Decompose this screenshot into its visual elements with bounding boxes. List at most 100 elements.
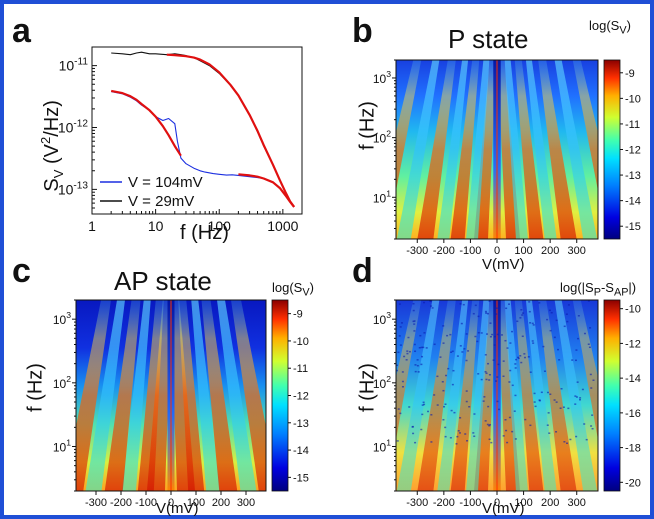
noise-speck <box>456 355 459 357</box>
heatmap-stripe <box>137 300 164 491</box>
noise-speck <box>397 351 400 354</box>
noise-speck <box>477 315 480 318</box>
noise-speck <box>442 325 445 327</box>
colorbar-tick-label: -9 <box>293 309 303 321</box>
panel-d-colorbar-label: log(|SP-SAP|) <box>560 280 636 299</box>
noise-speck <box>515 358 518 361</box>
noise-speck <box>579 398 582 401</box>
heatmap-stripe <box>437 300 469 491</box>
heatmap-stripe <box>417 60 456 239</box>
noise-speck <box>452 369 455 372</box>
noise-speck <box>509 369 512 372</box>
noise-speck <box>472 432 475 434</box>
noise-speck <box>463 348 466 350</box>
heatmap-stripe <box>396 60 422 191</box>
noise-speck <box>483 396 486 398</box>
y-tick-label: 103 <box>373 310 391 327</box>
x-tick-label: 200 <box>541 497 559 509</box>
noise-speck <box>571 359 574 361</box>
noise-speck <box>427 410 430 413</box>
x-tick-label: 300 <box>568 245 586 257</box>
noise-speck <box>411 426 414 428</box>
colorbar-tick-label: -11 <box>293 363 308 375</box>
heatmap-stripe <box>201 300 238 491</box>
noise-speck <box>511 384 514 387</box>
noise-speck <box>576 381 579 383</box>
noise-speck <box>408 406 411 408</box>
fit-curve <box>166 53 295 208</box>
noise-speck <box>514 438 517 440</box>
cb-c-end: ) <box>309 280 314 295</box>
noise-speck <box>558 359 561 361</box>
legend-entry: V = 29mV <box>128 193 194 210</box>
noise-speck <box>508 416 511 419</box>
noise-speck <box>505 307 508 310</box>
noise-speck <box>504 419 507 421</box>
noise-speck <box>414 370 417 373</box>
noise-speck <box>520 309 523 311</box>
noise-speck <box>590 425 593 427</box>
noise-speck <box>549 393 552 396</box>
noise-speck <box>506 347 509 349</box>
fit-curve <box>238 173 295 208</box>
noise-speck <box>533 401 536 403</box>
noise-speck <box>414 350 417 353</box>
noise-speck <box>560 387 563 390</box>
noise-speck <box>502 435 505 437</box>
noise-speck <box>496 333 499 336</box>
noise-speck <box>485 312 488 314</box>
noise-speck <box>416 359 419 361</box>
noise-speck <box>547 412 550 414</box>
noise-speck <box>458 432 461 434</box>
noise-speck <box>567 407 570 410</box>
noise-speck <box>502 360 505 362</box>
noise-speck <box>523 356 526 359</box>
noise-speck <box>502 375 505 378</box>
heatmap-stripe <box>437 60 469 239</box>
noise-speck <box>587 300 590 302</box>
noise-speck <box>488 424 491 427</box>
noise-speck <box>449 333 452 336</box>
noise-speck <box>412 303 415 305</box>
noise-speck <box>493 344 496 346</box>
noise-speck <box>396 369 399 372</box>
noise-speck <box>527 356 530 358</box>
panel-letter-a: a <box>12 12 31 50</box>
heatmap-stripe <box>104 300 141 491</box>
noise-speck <box>487 362 490 365</box>
noise-speck <box>529 322 532 324</box>
noise-speck <box>465 333 468 335</box>
noise-speck <box>465 400 468 403</box>
panel-letter-d: d <box>352 252 373 290</box>
noise-speck <box>504 339 507 342</box>
cb-d-mid: -S <box>600 280 614 295</box>
x-tick-label: -200 <box>433 497 455 509</box>
noise-speck <box>488 300 491 303</box>
noise-speck <box>528 301 531 303</box>
noise-speck <box>421 413 424 416</box>
heatmap-stripe <box>572 60 598 191</box>
noise-speck <box>509 342 512 344</box>
noise-speck <box>492 359 495 361</box>
noise-speck <box>563 441 566 443</box>
noise-speck <box>484 310 487 313</box>
noise-speck <box>401 380 404 383</box>
noise-speck <box>589 373 592 376</box>
x-tick-label: 100 <box>208 218 232 234</box>
noise-speck <box>592 379 595 381</box>
noise-speck <box>442 418 445 421</box>
y-tick-label: 10-12 <box>58 119 89 136</box>
noise-speck <box>482 400 485 402</box>
noise-speck <box>446 334 449 337</box>
noise-speck <box>496 376 499 378</box>
colorbar-tick-label: -12 <box>625 145 641 157</box>
x-tick-label: 100 <box>514 497 532 509</box>
noise-speck <box>459 345 462 347</box>
noise-speck <box>473 413 476 415</box>
panel-c-xlabel: V(mV) <box>156 500 199 517</box>
panel-c-heatmap: -300 -200 -100 0 100 200 300 101 102 103 -9 -10 -11 -… <box>53 299 309 509</box>
noise-speck <box>520 361 523 364</box>
noise-speck <box>405 359 408 361</box>
noise-speck <box>517 356 520 359</box>
